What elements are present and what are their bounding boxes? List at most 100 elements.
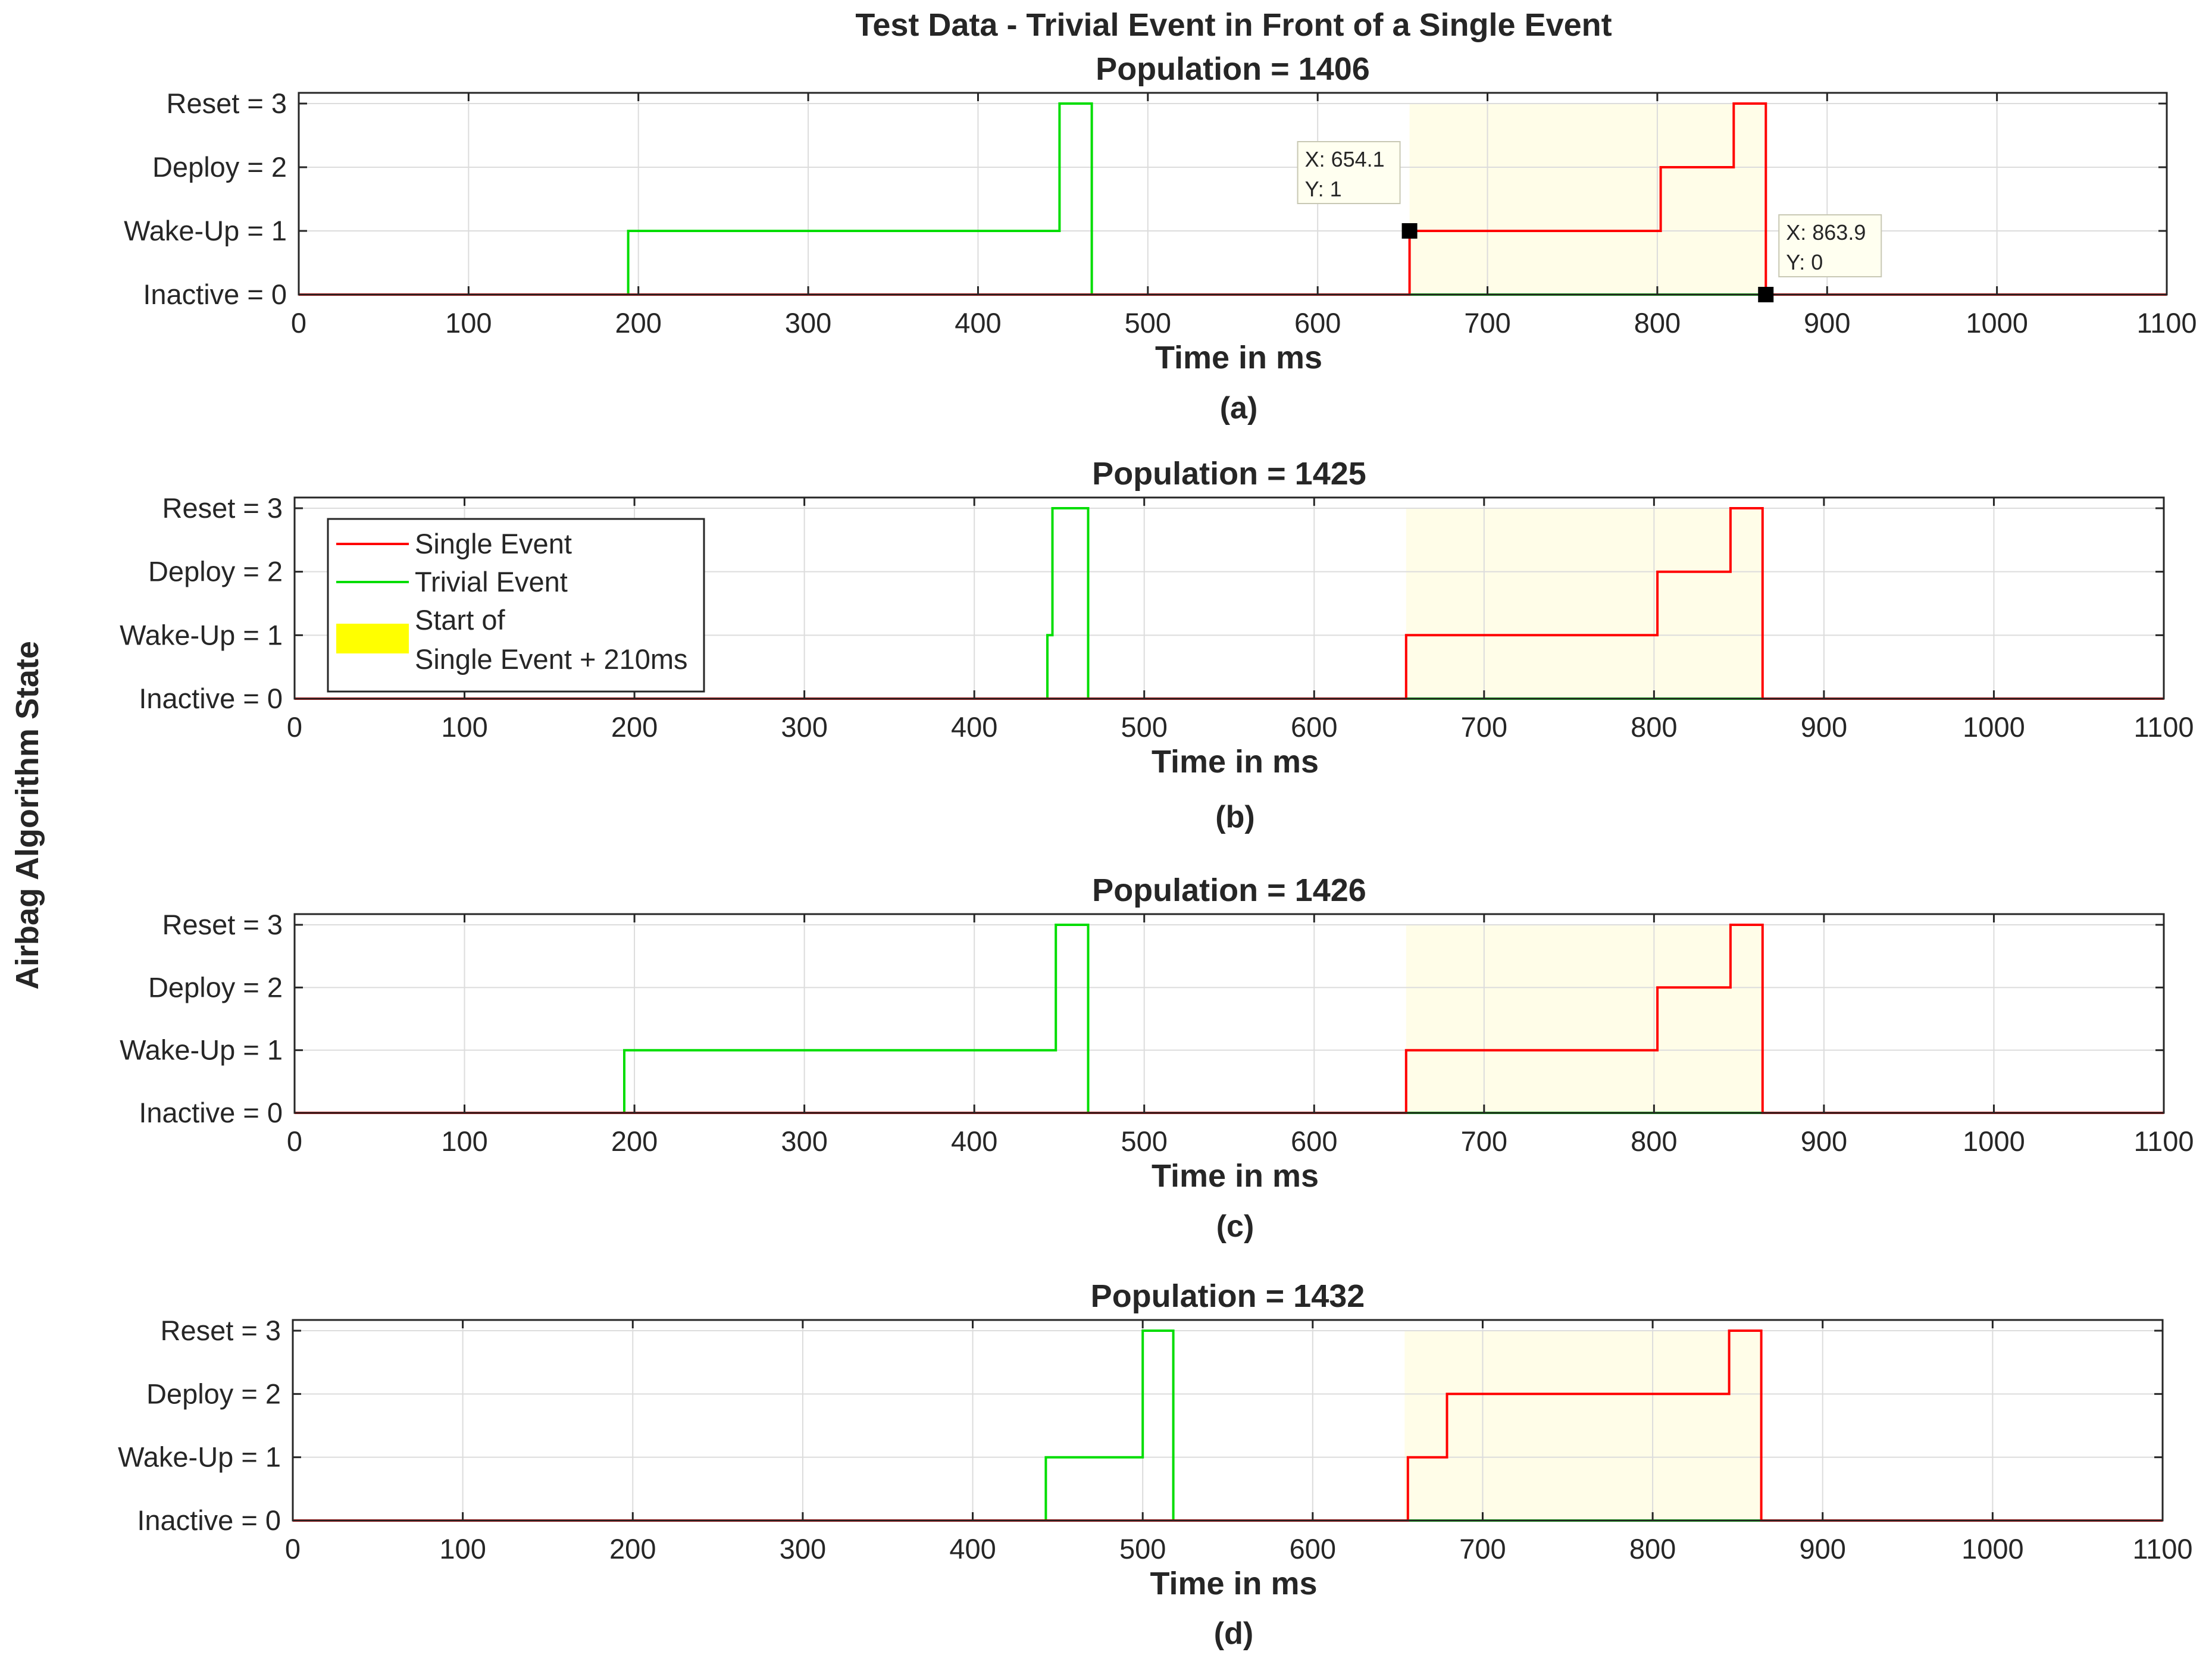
axes-box [298, 92, 2168, 296]
x-tick-label: 600 [1294, 307, 1341, 339]
x-axis-label: Time in ms [1152, 1158, 1319, 1194]
highlight-window [1409, 104, 1766, 295]
subplot-title: Population = 1432 [1091, 1278, 1365, 1314]
y-tick-label: Wake-Up = 1 [124, 215, 287, 246]
x-tick-label: 500 [1125, 307, 1171, 339]
x-tick-label: 100 [441, 711, 487, 743]
x-tick-label: 700 [1459, 1533, 1506, 1565]
x-tick-label: 0 [285, 1533, 301, 1565]
x-tick-label: 800 [1631, 711, 1677, 743]
axes-box [293, 913, 2165, 1114]
datatip-marker [1758, 287, 1774, 302]
legend-label-window-1: Start of [415, 604, 505, 636]
subplot-label: (d) [1214, 1616, 1253, 1651]
datatip-y: Y: 1 [1305, 177, 1342, 201]
subplot-d: Population = 1432 0 100 200 300 400 500 600 700 8… [118, 1278, 2192, 1651]
legend-label-single: Single Event [415, 528, 572, 559]
x-tick-label: 1000 [1961, 1533, 2024, 1565]
subplot-title: Population = 1426 [1092, 872, 1366, 908]
y-tick-label: Wake-Up = 1 [120, 1034, 283, 1066]
y-tick-label: Deploy = 2 [148, 971, 283, 1003]
x-tick-label: 200 [615, 307, 662, 339]
y-tick-label: Reset = 3 [162, 909, 283, 940]
series-trivial-event [293, 1329, 2163, 1522]
x-tick-label: 700 [1464, 307, 1510, 339]
subplot-a: Population = 1406 0 100 200 300 400 500 600 700 8… [124, 51, 2197, 426]
series-single-event [295, 507, 2164, 700]
legend-swatch-window [336, 624, 409, 653]
x-tick-label: 900 [1804, 307, 1850, 339]
series-single-event [293, 1329, 2163, 1522]
x-tick-label: 500 [1119, 1533, 1166, 1565]
legend-label-window-2: Single Event + 210ms [415, 643, 688, 675]
x-tick-label: 900 [1800, 1533, 1846, 1565]
x-tick-label: 1100 [2136, 307, 2197, 339]
axes-box [292, 1319, 2164, 1522]
datatip-x: X: 654.1 [1305, 147, 1385, 171]
subplot-c: Population = 1426 0 100 200 300 400 500 600 700 8… [120, 872, 2194, 1244]
subplot-title: Population = 1406 [1096, 51, 1370, 87]
x-axis-label: Time in ms [1155, 340, 1322, 376]
highlight-window [1404, 1331, 1762, 1521]
x-tick-label: 600 [1291, 711, 1337, 743]
x-tick-label: 1100 [2132, 1533, 2192, 1565]
x-tick-label: 800 [1631, 1125, 1677, 1157]
x-tick-label: 100 [441, 1125, 487, 1157]
axes-box [293, 496, 2165, 700]
highlight-window [1406, 925, 1763, 1113]
x-tick-label: 0 [291, 307, 306, 339]
x-tick-label: 800 [1629, 1533, 1676, 1565]
x-tick-label: 300 [780, 1533, 826, 1565]
series-single-event [295, 924, 2164, 1114]
y-tick-label: Inactive = 0 [139, 683, 283, 714]
x-tick-label: 200 [609, 1533, 656, 1565]
x-tick-label: 800 [1634, 307, 1681, 339]
x-tick-label: 100 [445, 307, 492, 339]
series-trivial-event [299, 102, 2167, 296]
highlight-window [1406, 508, 1763, 699]
datatip-box [1778, 214, 1882, 277]
y-tick-label: Reset = 3 [162, 492, 283, 524]
x-tick-label: 200 [611, 1125, 658, 1157]
y-tick-label: Deploy = 2 [152, 151, 287, 183]
subplot-label: (c) [1216, 1209, 1254, 1244]
x-tick-label: 400 [955, 307, 1001, 339]
y-tick-label: Reset = 3 [161, 1315, 281, 1346]
x-tick-label: 400 [951, 1125, 997, 1157]
subplot-title: Population = 1425 [1092, 456, 1366, 492]
x-tick-label: 1100 [2133, 1125, 2194, 1157]
subplot-label: (b) [1215, 800, 1254, 834]
x-tick-label: 300 [781, 1125, 827, 1157]
y-tick-label: Deploy = 2 [148, 556, 283, 587]
x-tick-label: 0 [287, 1125, 302, 1157]
x-tick-label: 1000 [1963, 711, 2025, 743]
x-tick-label: 300 [785, 307, 831, 339]
figure-y-label: Airbag Algorithm State [10, 641, 45, 990]
y-tick-label: Reset = 3 [167, 87, 287, 119]
y-tick-label: Inactive = 0 [139, 1097, 283, 1128]
subplot-label: (a) [1220, 391, 1258, 426]
datatip-box [1297, 141, 1401, 204]
legend-label-trivial: Trivial Event [415, 566, 568, 597]
x-axis-label: Time in ms [1150, 1566, 1317, 1601]
x-tick-label: 600 [1291, 1125, 1337, 1157]
y-tick-label: Wake-Up = 1 [120, 619, 283, 650]
x-tick-label: 500 [1121, 711, 1168, 743]
x-tick-label: 400 [949, 1533, 996, 1565]
datatip-x: X: 863.9 [1786, 220, 1866, 245]
x-tick-label: 700 [1461, 711, 1507, 743]
x-tick-label: 100 [439, 1533, 486, 1565]
x-axis-label: Time in ms [1152, 744, 1319, 780]
x-tick-label: 1000 [1963, 1125, 2025, 1157]
x-tick-label: 400 [951, 711, 997, 743]
y-tick-label: Inactive = 0 [137, 1504, 281, 1536]
x-tick-label: 900 [1801, 711, 1847, 743]
y-tick-label: Inactive = 0 [143, 279, 287, 310]
series-trivial-event [295, 507, 2164, 700]
subplot-b: Population = 1425 0 100 200 300 400 500 600 700 8… [120, 456, 2194, 834]
figure-title: Test Data - Trivial Event in Front of a … [855, 7, 1612, 43]
x-tick-label: 1100 [2133, 711, 2194, 743]
x-tick-label: 300 [781, 711, 827, 743]
x-tick-label: 900 [1801, 1125, 1847, 1157]
